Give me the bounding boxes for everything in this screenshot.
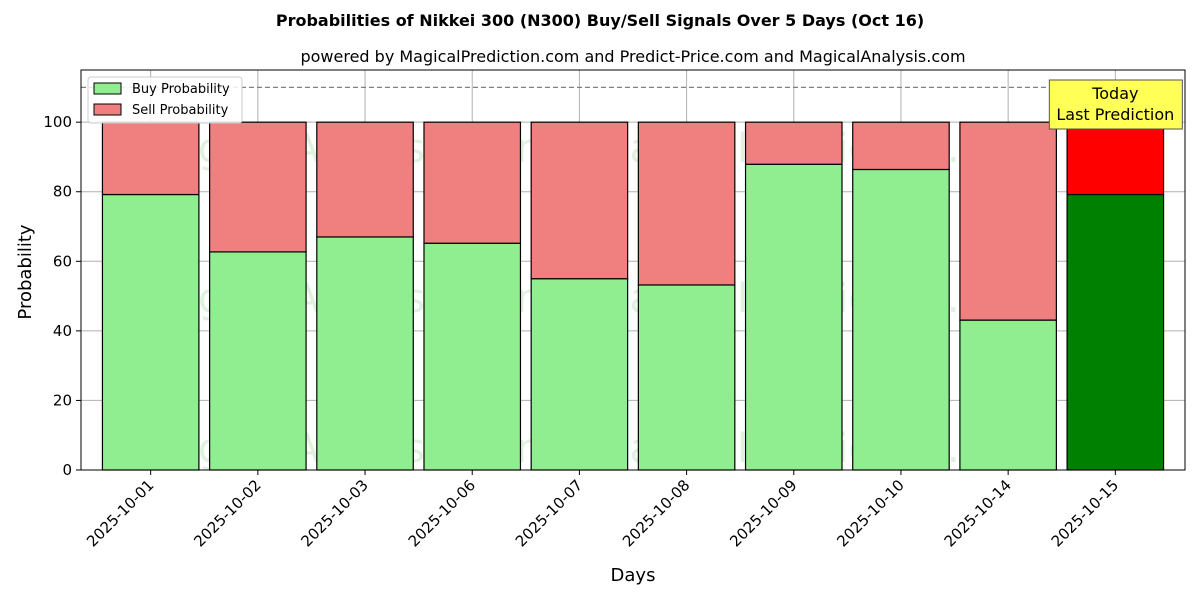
y-tick-label: 20	[53, 391, 72, 409]
buy-bar	[101, 193, 200, 471]
sell-bar	[209, 121, 307, 253]
x-tick-label: 2025-10-02	[190, 476, 264, 550]
annotation-text: Today	[1091, 84, 1138, 103]
legend-swatch	[93, 103, 122, 116]
sell-bar	[959, 121, 1057, 321]
x-tick-label: 2025-10-09	[726, 476, 800, 550]
y-tick-label: 100	[43, 113, 72, 131]
buy-bar	[530, 278, 629, 471]
legend-swatch	[93, 82, 122, 95]
y-axis-label: Probability	[15, 224, 36, 319]
x-tick-label: 2025-10-06	[405, 476, 479, 550]
buy-bar	[637, 284, 736, 471]
buy-bar	[209, 251, 307, 471]
sell-bar	[423, 121, 522, 244]
sell-bar	[852, 121, 950, 171]
legend: Buy Probability Sell Probability	[87, 76, 243, 124]
legend-label: Buy Probability	[132, 82, 230, 97]
buy-bar	[316, 236, 414, 471]
y-axis-ticks: 0 20 40 60 80 100	[43, 113, 81, 479]
bars	[101, 121, 1165, 471]
x-tick-label: 2025-10-01	[83, 476, 157, 550]
x-tick-label: 2025-10-07	[512, 476, 586, 550]
y-tick-label: 60	[53, 252, 72, 270]
sell-bar	[530, 121, 629, 280]
annotation-text: Last Prediction	[1056, 105, 1174, 124]
sell-bar	[316, 121, 414, 238]
x-axis-ticks: 2025-10-01 2025-10-02 2025-10-03 2025-10-06…	[83, 470, 1122, 550]
y-tick-label: 40	[53, 322, 72, 340]
y-tick-label: 0	[62, 461, 72, 479]
x-axis-label: Days	[611, 565, 656, 586]
sell-bar	[744, 121, 843, 165]
buy-bar	[423, 242, 522, 471]
x-tick-label: 2025-10-03	[297, 476, 371, 550]
annotation-box	[1048, 79, 1183, 130]
chart-subtitle: powered by MagicalPrediction.com and Pre…	[300, 47, 965, 66]
plot-frame	[80, 69, 1186, 471]
buy-bar	[744, 163, 843, 471]
y-tick-label: 80	[53, 183, 72, 201]
sell-bar	[101, 121, 200, 196]
today-annotation: Today Last Prediction	[1048, 79, 1183, 130]
x-tick-label: 2025-10-10	[833, 476, 907, 550]
legend-box	[87, 76, 243, 124]
buy-bar	[852, 168, 950, 471]
sell-bar	[1066, 121, 1165, 196]
x-tick-label: 2025-10-14	[941, 476, 1015, 550]
legend-label: Sell Probability	[132, 103, 229, 118]
chart-title: Probabilities of Nikkei 300 (N300) Buy/S…	[276, 11, 924, 30]
x-tick-label: 2025-10-15	[1048, 476, 1122, 550]
buy-bar	[959, 319, 1057, 471]
sell-bar	[637, 121, 736, 286]
x-tick-label: 2025-10-08	[619, 476, 693, 550]
buy-bar	[1066, 193, 1165, 471]
